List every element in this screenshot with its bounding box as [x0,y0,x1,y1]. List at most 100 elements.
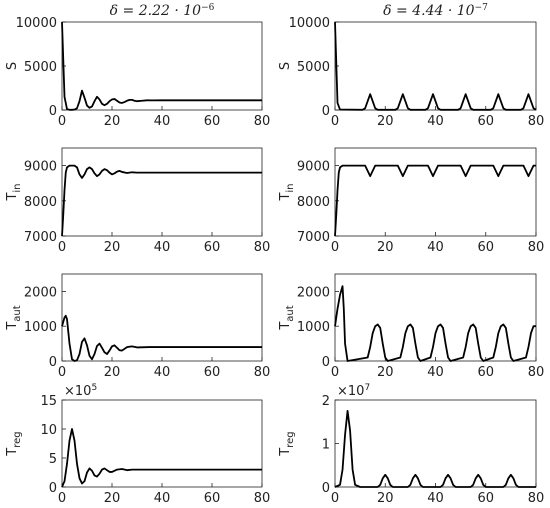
y-multiplier: ×105 [64,383,97,399]
title-exponent: −6 [201,3,215,13]
x-tick-label: 60 [477,365,494,380]
x-tick-label: 40 [427,491,444,506]
y-tick-label: 0 [322,355,330,370]
x-tick-label: 60 [477,491,494,506]
column-title: δ = 4.44 · 10−7 [383,3,488,19]
data-line [61,314,262,362]
x-tick-label: 20 [377,240,394,255]
axes-frame [61,21,263,111]
y-axis-label: Treg [278,431,296,456]
y-tick-label: 1000 [24,320,57,335]
subplot: 0 20 40 60 80 0 5000 10000 Sδ = 2.22 · 10−6 [5,3,270,129]
y-label-main: T [5,448,20,457]
data-line [61,164,262,237]
y-tick-label: 5 [49,452,57,467]
axes-frame [61,399,263,488]
x-tick-label: 20 [104,491,121,506]
x-tick-label: 0 [58,114,66,129]
x-tick-label: 20 [377,365,394,380]
y-tick-label: 10 [40,423,57,438]
y-label-main: S [278,62,293,70]
x-tick-label: 40 [154,240,171,255]
x-tick-label: 40 [427,240,444,255]
x-tick-label: 60 [204,114,221,129]
y-axis-label: S [278,62,293,70]
x-tick-label: 40 [154,491,171,506]
y-label-main: T [278,193,293,202]
data-line [61,428,262,488]
data-line [334,285,536,362]
x-tick-label: 40 [154,114,171,129]
y-tick-label: 1 [322,438,330,453]
y-tick-label: 5000 [297,60,330,75]
y-label-main: T [5,193,20,202]
x-tick-label: 80 [528,491,545,506]
y-label-subscript: reg [285,431,296,447]
axes-frame [334,273,537,362]
y-tick-label: 8000 [297,195,330,210]
x-tick-label: 0 [331,114,339,129]
y-axis-label: Treg [5,431,23,456]
y-axis-label: Taut [278,305,296,330]
y-tick-label: 5000 [24,60,57,75]
x-tick-label: 80 [528,114,545,129]
y-axis-label: Tin [5,183,23,201]
x-tick-label: 80 [528,240,545,255]
data-line [334,409,536,488]
title-main: δ = 2.22 · 10 [110,3,201,19]
title-main: δ = 4.44 · 10 [383,3,474,19]
y-tick-label: 0 [322,104,330,119]
subplot: 0 20 40 60 80 0 1 2 Treg ×107 [278,383,544,506]
x-tick-label: 0 [331,365,339,380]
axes-frame [334,21,537,111]
x-tick-label: 0 [58,240,66,255]
y-tick-label: 1000 [297,320,330,335]
y-tick-label: 2 [322,394,330,409]
x-tick-label: 0 [58,365,66,380]
subplot: 0 20 40 60 80 0 5000 10000 Sδ = 4.44 · 10−7 [278,3,544,129]
x-tick-label: 80 [254,491,271,506]
y-label-subscript: in [12,183,23,192]
y-axis-label: S [5,62,20,70]
x-tick-label: 60 [204,491,221,506]
data-line [61,21,262,111]
multiplier-base: ×10 [337,384,364,399]
y-tick-label: 10000 [16,16,57,31]
multiplier-exponent: 5 [91,383,97,393]
x-tick-label: 80 [254,240,271,255]
x-tick-label: 40 [427,114,444,129]
y-label-subscript: in [285,183,296,192]
x-tick-label: 0 [331,491,339,506]
axes-frame [334,399,537,488]
multiplier-base: ×10 [64,384,91,399]
y-multiplier: ×107 [337,383,370,399]
data-line [334,164,536,237]
x-tick-label: 80 [254,365,271,380]
multiplier-exponent: 7 [364,383,370,393]
y-tick-label: 9000 [24,160,57,175]
column-title: δ = 2.22 · 10−6 [110,3,215,19]
x-tick-label: 0 [331,240,339,255]
y-tick-label: 2000 [297,285,330,300]
y-tick-label: 0 [49,355,57,370]
x-tick-label: 60 [204,240,221,255]
y-tick-label: 7000 [297,230,330,245]
x-tick-label: 20 [104,240,121,255]
y-tick-label: 0 [49,104,57,119]
x-tick-label: 60 [204,365,221,380]
y-label-main: T [5,322,20,331]
x-tick-label: 80 [254,114,271,129]
x-tick-label: 60 [477,240,494,255]
y-tick-label: 15 [40,394,57,409]
x-tick-label: 40 [154,365,171,380]
x-tick-label: 40 [427,365,444,380]
y-axis-label: Taut [5,305,23,330]
y-label-main: T [278,448,293,457]
axes-frame [334,147,537,237]
